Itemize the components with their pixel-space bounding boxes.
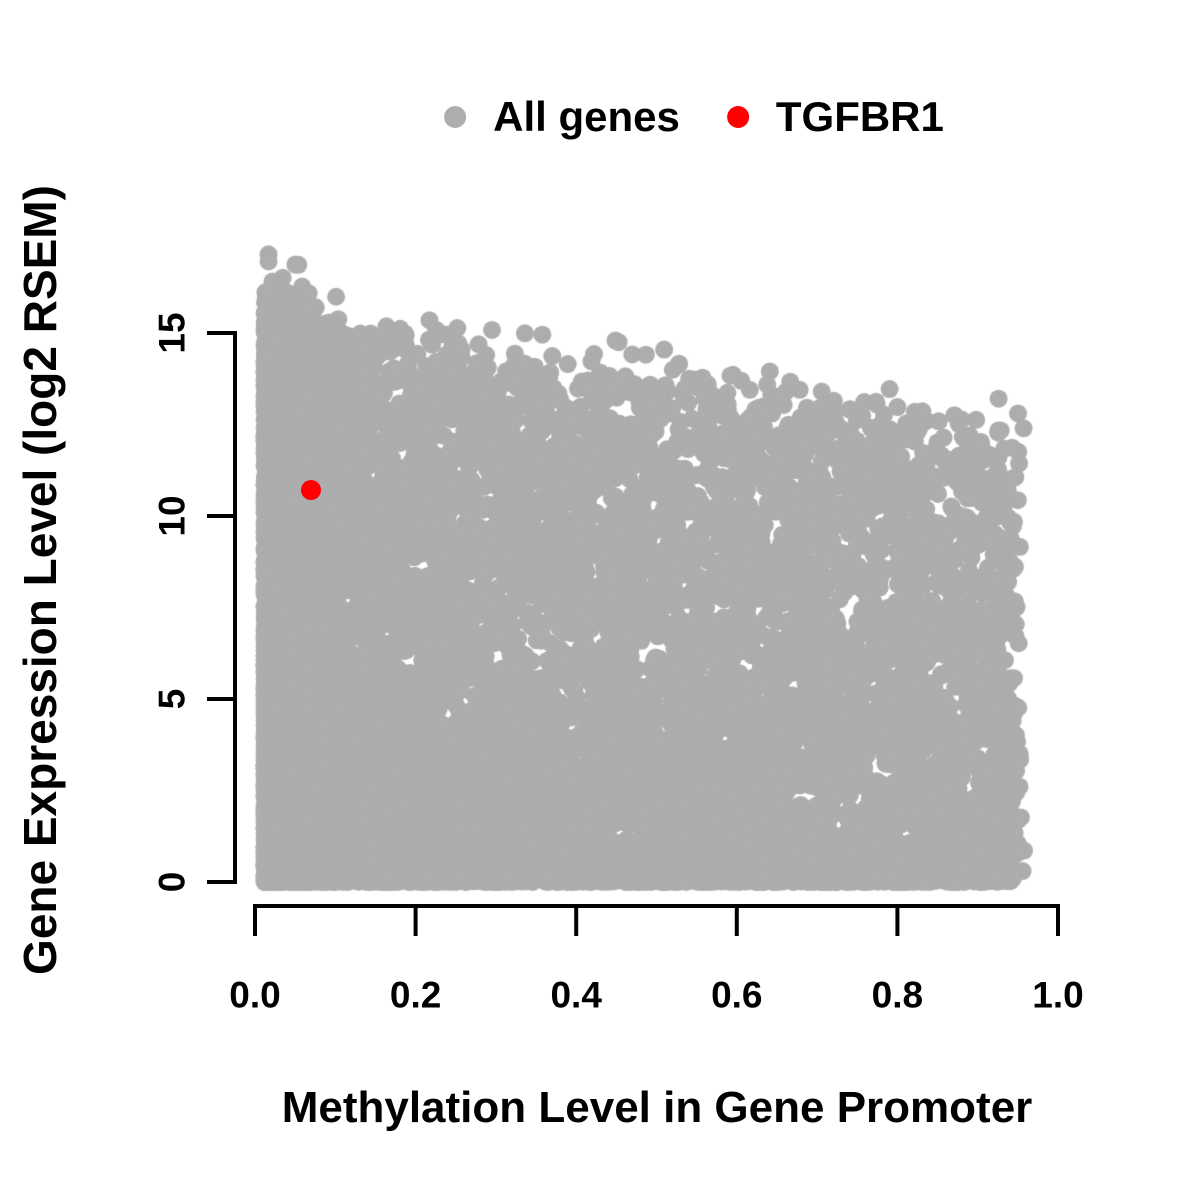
legend-label-all-genes: All genes [493,93,680,140]
all-genes-dot-icon [444,106,467,128]
tgfbr1-data-point [301,480,322,501]
x-tick-label-0.6: 0.6 [711,974,763,1016]
tgfbr1-dot-icon [726,106,749,128]
legend-item-all-genes: All genes [444,96,680,138]
x-axis-title: Methylation Level in Gene Promoter [281,1083,1033,1132]
y-tick-label-15: 15 [151,312,193,354]
legend-item-tgfbr1: TGFBR1 [726,93,944,140]
x-tick-label-0.2: 0.2 [389,974,442,1016]
x-tick-label-0.8: 0.8 [871,974,924,1016]
y-tick-label-5: 5 [151,688,193,710]
y-axis-title: Gene Expression Level (log2 RSEM) [14,185,66,975]
y-tick-label-10: 10 [151,495,193,537]
y-tick-label-0: 0 [151,871,193,893]
legend: All genes TGFBR1 [444,96,944,138]
x-tick-label-0.4: 0.4 [550,974,602,1016]
x-tick-label-0.0: 0.0 [229,974,281,1016]
x-tick-label-1.0: 1.0 [1032,974,1084,1016]
legend-label-tgfbr1: TGFBR1 [775,93,944,140]
